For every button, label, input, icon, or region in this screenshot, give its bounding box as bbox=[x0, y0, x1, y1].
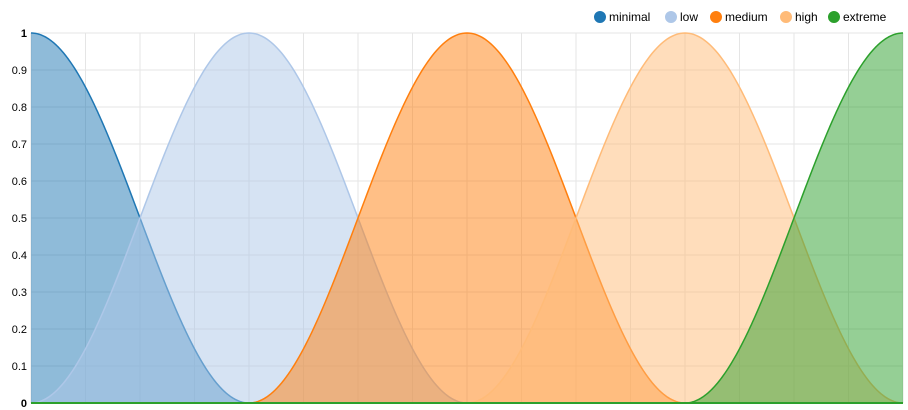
y-tick-label: 0.3 bbox=[12, 287, 27, 299]
chart-series-areas bbox=[30, 32, 904, 404]
y-tick-label: 0.9 bbox=[12, 65, 27, 77]
y-tick-label: 0.2 bbox=[12, 324, 27, 336]
chart-axes: 0 0.1 0.2 0.3 0.4 0.5 0.6 0.7 0.8 0.9 1 bbox=[12, 28, 903, 410]
legend-label: minimal bbox=[609, 10, 650, 24]
y-tick-label: 0.5 bbox=[12, 213, 27, 225]
legend-symbol bbox=[710, 11, 722, 23]
legend-symbol bbox=[828, 11, 840, 23]
legend-label: extreme bbox=[843, 10, 887, 24]
y-tick-label: 0.7 bbox=[12, 139, 27, 151]
legend-item-low[interactable]: low bbox=[665, 10, 699, 24]
legend-symbol bbox=[780, 11, 792, 23]
chart-legend: minimal low medium high extreme bbox=[594, 10, 887, 24]
legend-label: medium bbox=[725, 10, 768, 24]
legend-label: low bbox=[680, 10, 698, 24]
series-line-extreme bbox=[684, 32, 904, 404]
legend-item-high[interactable]: high bbox=[780, 10, 818, 24]
legend-item-minimal[interactable]: minimal bbox=[594, 10, 651, 24]
y-tick-label: 0.8 bbox=[12, 102, 27, 114]
y-tick-label: 0 bbox=[21, 398, 27, 410]
legend-item-extreme[interactable]: extreme bbox=[828, 10, 887, 24]
legend-item-medium[interactable]: medium bbox=[710, 10, 768, 24]
legend-symbol bbox=[594, 11, 606, 23]
y-tick-label: 0.6 bbox=[12, 176, 27, 188]
legend-label: high bbox=[795, 10, 818, 24]
y-tick-label: 1 bbox=[21, 28, 27, 40]
y-tick-label: 0.4 bbox=[12, 250, 27, 262]
legend-symbol bbox=[665, 11, 677, 23]
y-tick-label: 0.1 bbox=[12, 361, 27, 373]
